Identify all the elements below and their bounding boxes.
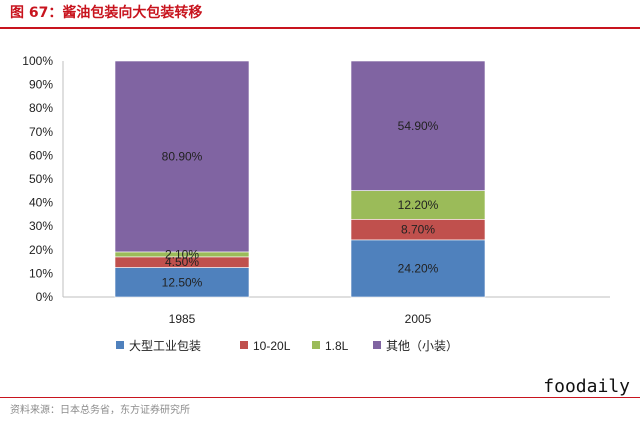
y-tick-label: 40%	[29, 196, 53, 210]
y-tick-label: 0%	[36, 290, 54, 304]
legend-label: 其他（小装）	[386, 339, 458, 353]
source-note: 资料来源：日本总务省，东方证券研究所	[10, 405, 190, 416]
y-tick-label: 90%	[29, 78, 53, 92]
bar-segment	[114, 267, 250, 298]
y-tick-label: 100%	[22, 54, 53, 68]
x-tick-label: 1985	[169, 312, 196, 326]
bar-segment	[114, 60, 250, 253]
y-tick-label: 10%	[29, 266, 53, 280]
stacked-bar-chart: 0% 10% 20% 30% 40% 50% 60% 70% 80% 90% 100% 12.50% 4…	[22, 54, 610, 353]
legend-swatch	[312, 341, 320, 349]
legend-label: 10-20L	[253, 339, 291, 353]
chart-title: 图 67：酱油包装向大包装转移	[10, 5, 203, 21]
data-label: 12.50%	[162, 275, 203, 289]
legend-swatch	[373, 341, 381, 349]
footer-rule	[0, 397, 640, 398]
data-label: 4.50%	[165, 255, 199, 269]
data-label: 8.70%	[401, 223, 435, 237]
title-rule	[0, 27, 640, 29]
y-tick-label: 80%	[29, 101, 53, 115]
legend-label: 大型工业包装	[129, 339, 201, 353]
watermark: foodaily	[543, 376, 630, 397]
bar-segment	[350, 190, 486, 220]
data-label: 12.20%	[398, 198, 439, 212]
y-tick-label: 30%	[29, 219, 53, 233]
y-tick-label: 70%	[29, 125, 53, 139]
legend-label: 1.8L	[325, 339, 349, 353]
x-tick-label: 2005	[405, 312, 432, 326]
data-label: 80.90%	[162, 149, 203, 163]
y-tick-label: 60%	[29, 148, 53, 162]
data-label: 2.10%	[165, 247, 199, 261]
bar-segment	[350, 60, 486, 191]
data-label: 24.20%	[398, 261, 439, 275]
y-tick-label: 20%	[29, 243, 53, 257]
bar-segment	[350, 239, 486, 298]
legend-swatch	[116, 341, 124, 349]
legend-swatch	[240, 341, 248, 349]
data-label: 54.90%	[398, 119, 439, 133]
y-tick-label: 50%	[29, 172, 53, 186]
